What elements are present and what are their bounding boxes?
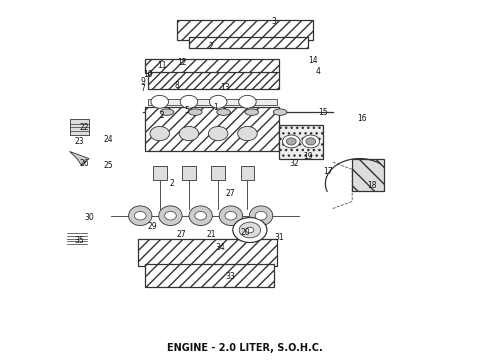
Text: 27: 27	[177, 230, 187, 239]
Circle shape	[225, 211, 237, 220]
Text: 2: 2	[209, 41, 213, 50]
Circle shape	[287, 138, 296, 145]
Bar	[145, 107, 279, 152]
Bar	[279, 125, 323, 158]
Ellipse shape	[159, 206, 182, 226]
Circle shape	[239, 222, 261, 238]
Ellipse shape	[189, 109, 202, 115]
Circle shape	[180, 95, 198, 108]
Text: 3: 3	[272, 17, 277, 26]
Ellipse shape	[249, 206, 273, 226]
Circle shape	[151, 95, 169, 108]
Circle shape	[208, 126, 228, 141]
Circle shape	[134, 211, 146, 220]
Circle shape	[246, 227, 254, 233]
Text: 22: 22	[79, 123, 89, 132]
Circle shape	[302, 135, 319, 148]
Text: 23: 23	[74, 137, 84, 146]
Circle shape	[209, 95, 227, 108]
Circle shape	[233, 217, 267, 243]
Text: 31: 31	[274, 233, 284, 242]
Bar	[145, 59, 279, 73]
Text: 21: 21	[206, 230, 216, 239]
Text: 18: 18	[367, 181, 376, 190]
Circle shape	[195, 211, 206, 220]
Text: 29: 29	[147, 222, 157, 231]
Text: 14: 14	[308, 56, 318, 65]
Text: 9: 9	[140, 77, 145, 86]
Circle shape	[165, 211, 176, 220]
Bar	[145, 264, 274, 287]
Ellipse shape	[217, 109, 230, 115]
Circle shape	[150, 126, 170, 141]
Bar	[182, 166, 196, 180]
Text: 7: 7	[140, 84, 145, 93]
Text: 8: 8	[174, 81, 179, 90]
Circle shape	[255, 211, 267, 220]
Text: 33: 33	[225, 272, 235, 281]
Text: 32: 32	[289, 159, 298, 168]
Bar	[211, 166, 225, 180]
Ellipse shape	[189, 206, 212, 226]
Circle shape	[239, 95, 256, 108]
Circle shape	[238, 126, 257, 141]
Text: 30: 30	[84, 213, 94, 222]
Text: 5: 5	[184, 106, 189, 115]
Polygon shape	[70, 152, 89, 166]
Text: 27: 27	[225, 189, 235, 198]
Bar	[147, 72, 279, 89]
Bar	[70, 119, 89, 135]
Text: 2: 2	[170, 179, 174, 188]
Circle shape	[179, 126, 199, 141]
Ellipse shape	[273, 109, 287, 115]
Text: 19: 19	[303, 152, 313, 161]
Ellipse shape	[245, 109, 259, 115]
Ellipse shape	[219, 206, 243, 226]
Text: 17: 17	[323, 167, 333, 176]
Bar	[352, 158, 384, 191]
Text: 1: 1	[213, 103, 218, 112]
Text: ENGINE - 2.0 LITER, S.O.H.C.: ENGINE - 2.0 LITER, S.O.H.C.	[167, 343, 323, 353]
Text: 24: 24	[104, 135, 113, 144]
Text: 12: 12	[177, 58, 186, 67]
Text: 35: 35	[74, 236, 84, 245]
Text: 26: 26	[79, 159, 89, 168]
Bar	[241, 166, 254, 180]
Text: 13: 13	[220, 83, 230, 92]
Bar	[147, 99, 277, 105]
Text: 16: 16	[357, 114, 367, 123]
Text: 34: 34	[216, 243, 225, 252]
Circle shape	[283, 135, 300, 148]
Bar	[177, 20, 313, 40]
Ellipse shape	[128, 206, 152, 226]
Text: 4: 4	[316, 67, 320, 76]
Circle shape	[306, 138, 316, 145]
Bar	[138, 239, 277, 266]
Ellipse shape	[160, 109, 174, 115]
Text: 20: 20	[240, 228, 250, 237]
Bar	[189, 37, 308, 48]
Text: 15: 15	[318, 108, 328, 117]
Text: 11: 11	[157, 61, 167, 70]
Bar	[153, 166, 167, 180]
Text: 10: 10	[143, 70, 152, 79]
Text: 2: 2	[160, 111, 165, 120]
Text: 25: 25	[104, 161, 113, 170]
